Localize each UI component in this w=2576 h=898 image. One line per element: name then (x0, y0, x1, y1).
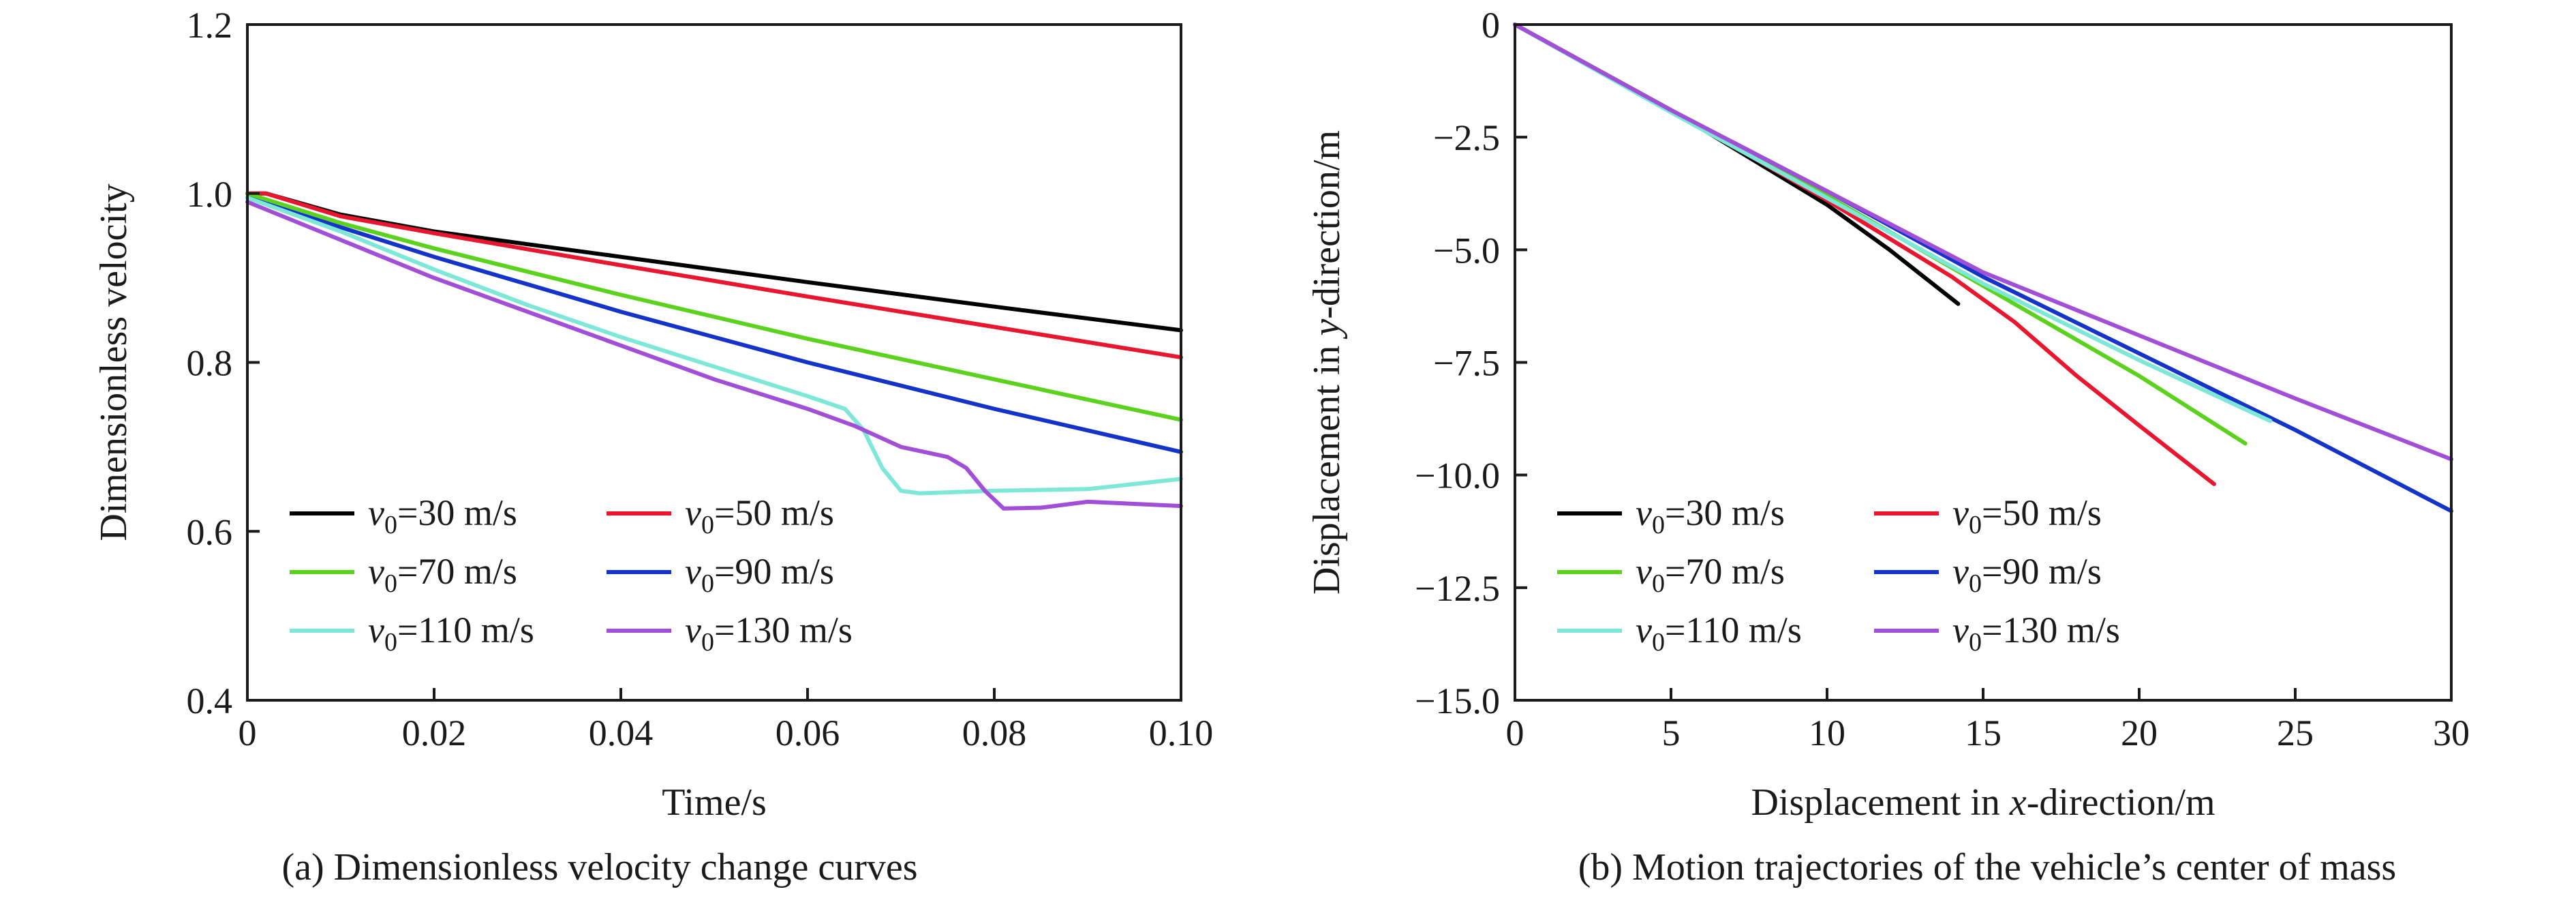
trajectory-x-tick-label: 0 (1506, 713, 1524, 753)
velocity-x-tick-label: 0 (239, 713, 257, 753)
trajectory-y-tick-label: −15.0 (1415, 680, 1500, 721)
velocity-x-tick-label: 0.08 (962, 713, 1027, 753)
velocity-series-line-5 (245, 200, 1183, 511)
trajectory-chart-panel: 0 5 10 15 20 25 30 0 −2.5 −5.0 −7.5 −10.0 −12.5 −15.0… (1306, 5, 2470, 888)
trajectory-y-tick-label: −2.5 (1433, 117, 1500, 158)
velocity-y-tick-label: 0.8 (187, 343, 233, 384)
trajectory-x-tick-label: 30 (2433, 713, 2470, 753)
trajectory-caption: (b) Motion trajectories of the vehicle’s… (1578, 846, 2396, 888)
velocity-x-axis-title: Time/s (662, 781, 767, 824)
trajectory-legend-label-3: v0=90 m/s (1952, 551, 2102, 598)
velocity-caption: (a) Dimensionless velocity change curves (281, 846, 917, 888)
trajectory-plot-frame (1514, 23, 2453, 702)
trajectory-y-tick-label: −5.0 (1433, 230, 1500, 271)
trajectory-x-tick-label: 25 (2277, 713, 2314, 753)
trajectory-y-tick-label: −7.5 (1433, 343, 1500, 384)
velocity-y-axis-title: Dimensionless velocity (93, 183, 135, 541)
velocity-plot-frame (246, 23, 1182, 702)
velocity-legend: v0=30 m/s v0=50 m/s v0=70 m/s v0=90 m/s v0=1… (290, 492, 853, 657)
trajectory-legend-label-0: v0=30 m/s (1636, 492, 1785, 539)
velocity-legend-label-5: v0=130 m/s (685, 610, 853, 657)
velocity-legend-label-4: v0=110 m/s (368, 610, 534, 657)
velocity-x-tick-label: 0.02 (402, 713, 467, 753)
trajectory-x-tick-label: 5 (1662, 713, 1681, 753)
trajectory-legend-label-1: v0=50 m/s (1952, 492, 2102, 539)
trajectory-series-line-0 (1513, 23, 1961, 306)
velocity-series-line-1 (245, 191, 1183, 360)
trajectory-series-line-1 (1513, 23, 2216, 486)
trajectory-legend-label-5: v0=130 m/s (1952, 610, 2120, 657)
trajectory-x-axis-title: Displacement in x-direction/m (1751, 781, 2215, 824)
trajectory-y-tick-label: −12.5 (1415, 568, 1500, 609)
trajectory-y-axis-title: Displacement in y-direction/m (1306, 130, 1348, 595)
trajectory-y-tick-label: −10.0 (1415, 455, 1500, 496)
trajectory-legend: v0=30 m/s v0=50 m/s v0=70 m/s v0=90 m/s v0=1… (1557, 492, 2120, 657)
trajectory-series-line-5 (1513, 23, 2453, 462)
velocity-y-tick-label: 1.2 (187, 5, 233, 46)
velocity-x-tick-label: 0.06 (776, 713, 840, 753)
trajectory-x-tick-label: 20 (2121, 713, 2158, 753)
velocity-x-tick-label: 0.04 (589, 713, 654, 753)
velocity-y-tick-label: 1.0 (187, 174, 233, 215)
velocity-chart-panel: 0 0.02 0.04 0.06 0.08 0.10 0.4 0.6 0.8 1.0 1.2 Time… (93, 5, 1213, 888)
velocity-legend-label-2: v0=70 m/s (368, 551, 517, 598)
velocity-series-line-3 (245, 195, 1183, 454)
velocity-y-tick-label: 0.6 (187, 511, 233, 552)
trajectory-legend-label-2: v0=70 m/s (1636, 551, 1785, 598)
velocity-series-line-0 (245, 191, 1183, 333)
trajectory-y-tick-label: 0 (1482, 5, 1500, 46)
velocity-x-tick-label: 0.10 (1149, 713, 1214, 753)
trajectory-legend-label-4: v0=110 m/s (1636, 610, 1802, 657)
velocity-legend-label-1: v0=50 m/s (685, 492, 834, 539)
velocity-legend-label-3: v0=90 m/s (685, 551, 834, 598)
trajectory-x-tick-label: 10 (1809, 713, 1845, 753)
trajectory-series-line-3 (1513, 23, 2453, 513)
velocity-y-tick-label: 0.4 (187, 680, 233, 721)
trajectory-x-tick-label: 15 (1965, 713, 2002, 753)
velocity-series-line-4 (245, 195, 1183, 496)
velocity-series-line-2 (245, 191, 1183, 422)
velocity-legend-label-0: v0=30 m/s (368, 492, 517, 539)
